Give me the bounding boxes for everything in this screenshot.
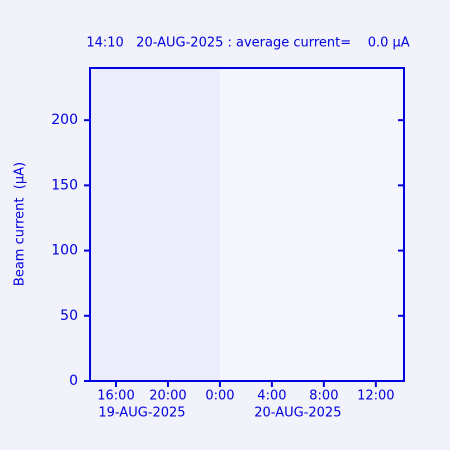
date-label: 19-AUG-2025	[98, 406, 185, 421]
x-tick-label: 0:00	[205, 389, 234, 404]
shaded-range	[90, 68, 220, 381]
x-tick-label: 8:00	[309, 389, 338, 404]
y-tick-label: 200	[51, 112, 78, 128]
y-tick-label: 100	[51, 243, 78, 259]
x-tick-label: 16:00	[97, 389, 134, 404]
x-tick-label: 4:00	[257, 389, 286, 404]
date-label: 20-AUG-2025	[254, 406, 341, 421]
y-axis-label: Beam current (μA)	[13, 162, 28, 286]
x-tick-label: 20:00	[149, 389, 186, 404]
plot-frame	[89, 67, 405, 382]
y-tick-label: 150	[51, 177, 78, 193]
y-tick-label: 0	[69, 373, 78, 389]
chart-title: 14:10 20-AUG-2025 : average current= 0.0…	[86, 36, 409, 51]
y-tick-label: 50	[60, 308, 78, 324]
x-tick-label: 12:00	[357, 389, 394, 404]
